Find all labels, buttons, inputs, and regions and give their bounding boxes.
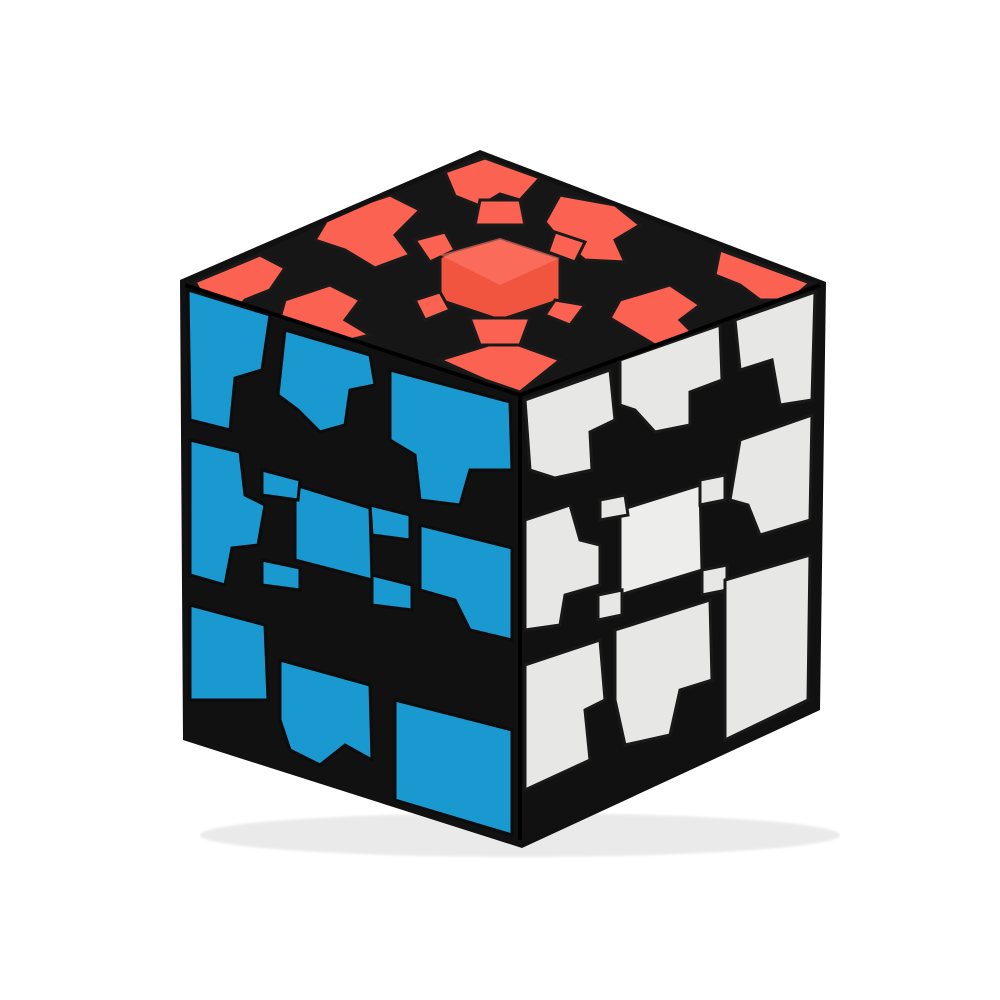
left-face [185,285,520,840]
cube-top-edges [184,283,821,398]
right-face [520,285,820,840]
